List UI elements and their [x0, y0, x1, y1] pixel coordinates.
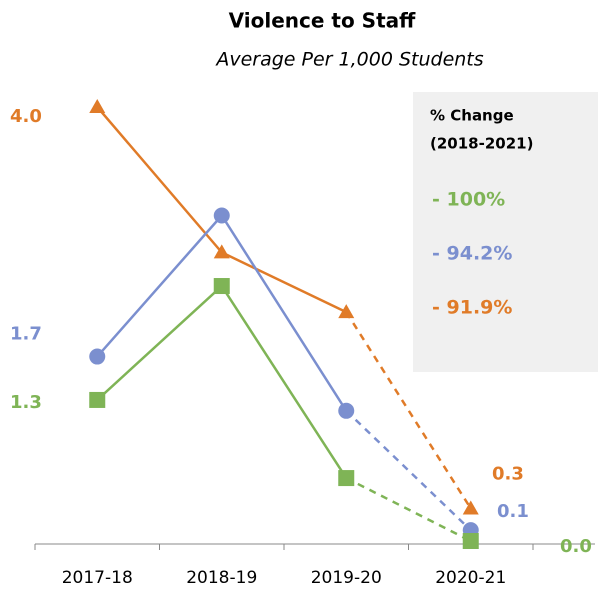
change-box-title: % Change	[430, 107, 514, 125]
marker	[89, 348, 106, 365]
change-entry: - 91.9%	[432, 297, 512, 319]
change-entry: - 94.2%	[432, 243, 512, 265]
marker	[338, 304, 355, 319]
marker	[338, 402, 355, 419]
data-label: 0.3	[492, 463, 524, 484]
marker	[213, 278, 230, 295]
x-tick-label: 2020-21	[435, 568, 506, 588]
x-tick-label: 2017-18	[62, 568, 133, 588]
data-label: 1.7	[10, 324, 42, 345]
marker	[338, 470, 355, 487]
data-label: 0.0	[560, 536, 592, 557]
chart-subtitle: Average Per 1,000 Students	[214, 49, 483, 71]
chart-title: Violence to Staff	[229, 9, 416, 33]
line-dashed	[345, 409, 472, 532]
marker	[213, 244, 230, 259]
marker	[89, 391, 106, 408]
marker	[213, 207, 230, 224]
data-label: 0.1	[497, 501, 529, 522]
data-label: 1.3	[10, 392, 42, 413]
x-tick-label: 2018-19	[186, 568, 257, 588]
change-box-title: (2018-2021)	[430, 135, 533, 153]
change-box	[413, 92, 598, 372]
marker	[89, 99, 106, 113]
marker	[462, 500, 479, 515]
marker	[462, 533, 479, 549]
change-entry: - 100%	[432, 189, 505, 211]
line-dashed	[345, 476, 472, 543]
data-label: 4.0	[10, 106, 42, 127]
x-tick-label: 2019-20	[311, 568, 382, 588]
